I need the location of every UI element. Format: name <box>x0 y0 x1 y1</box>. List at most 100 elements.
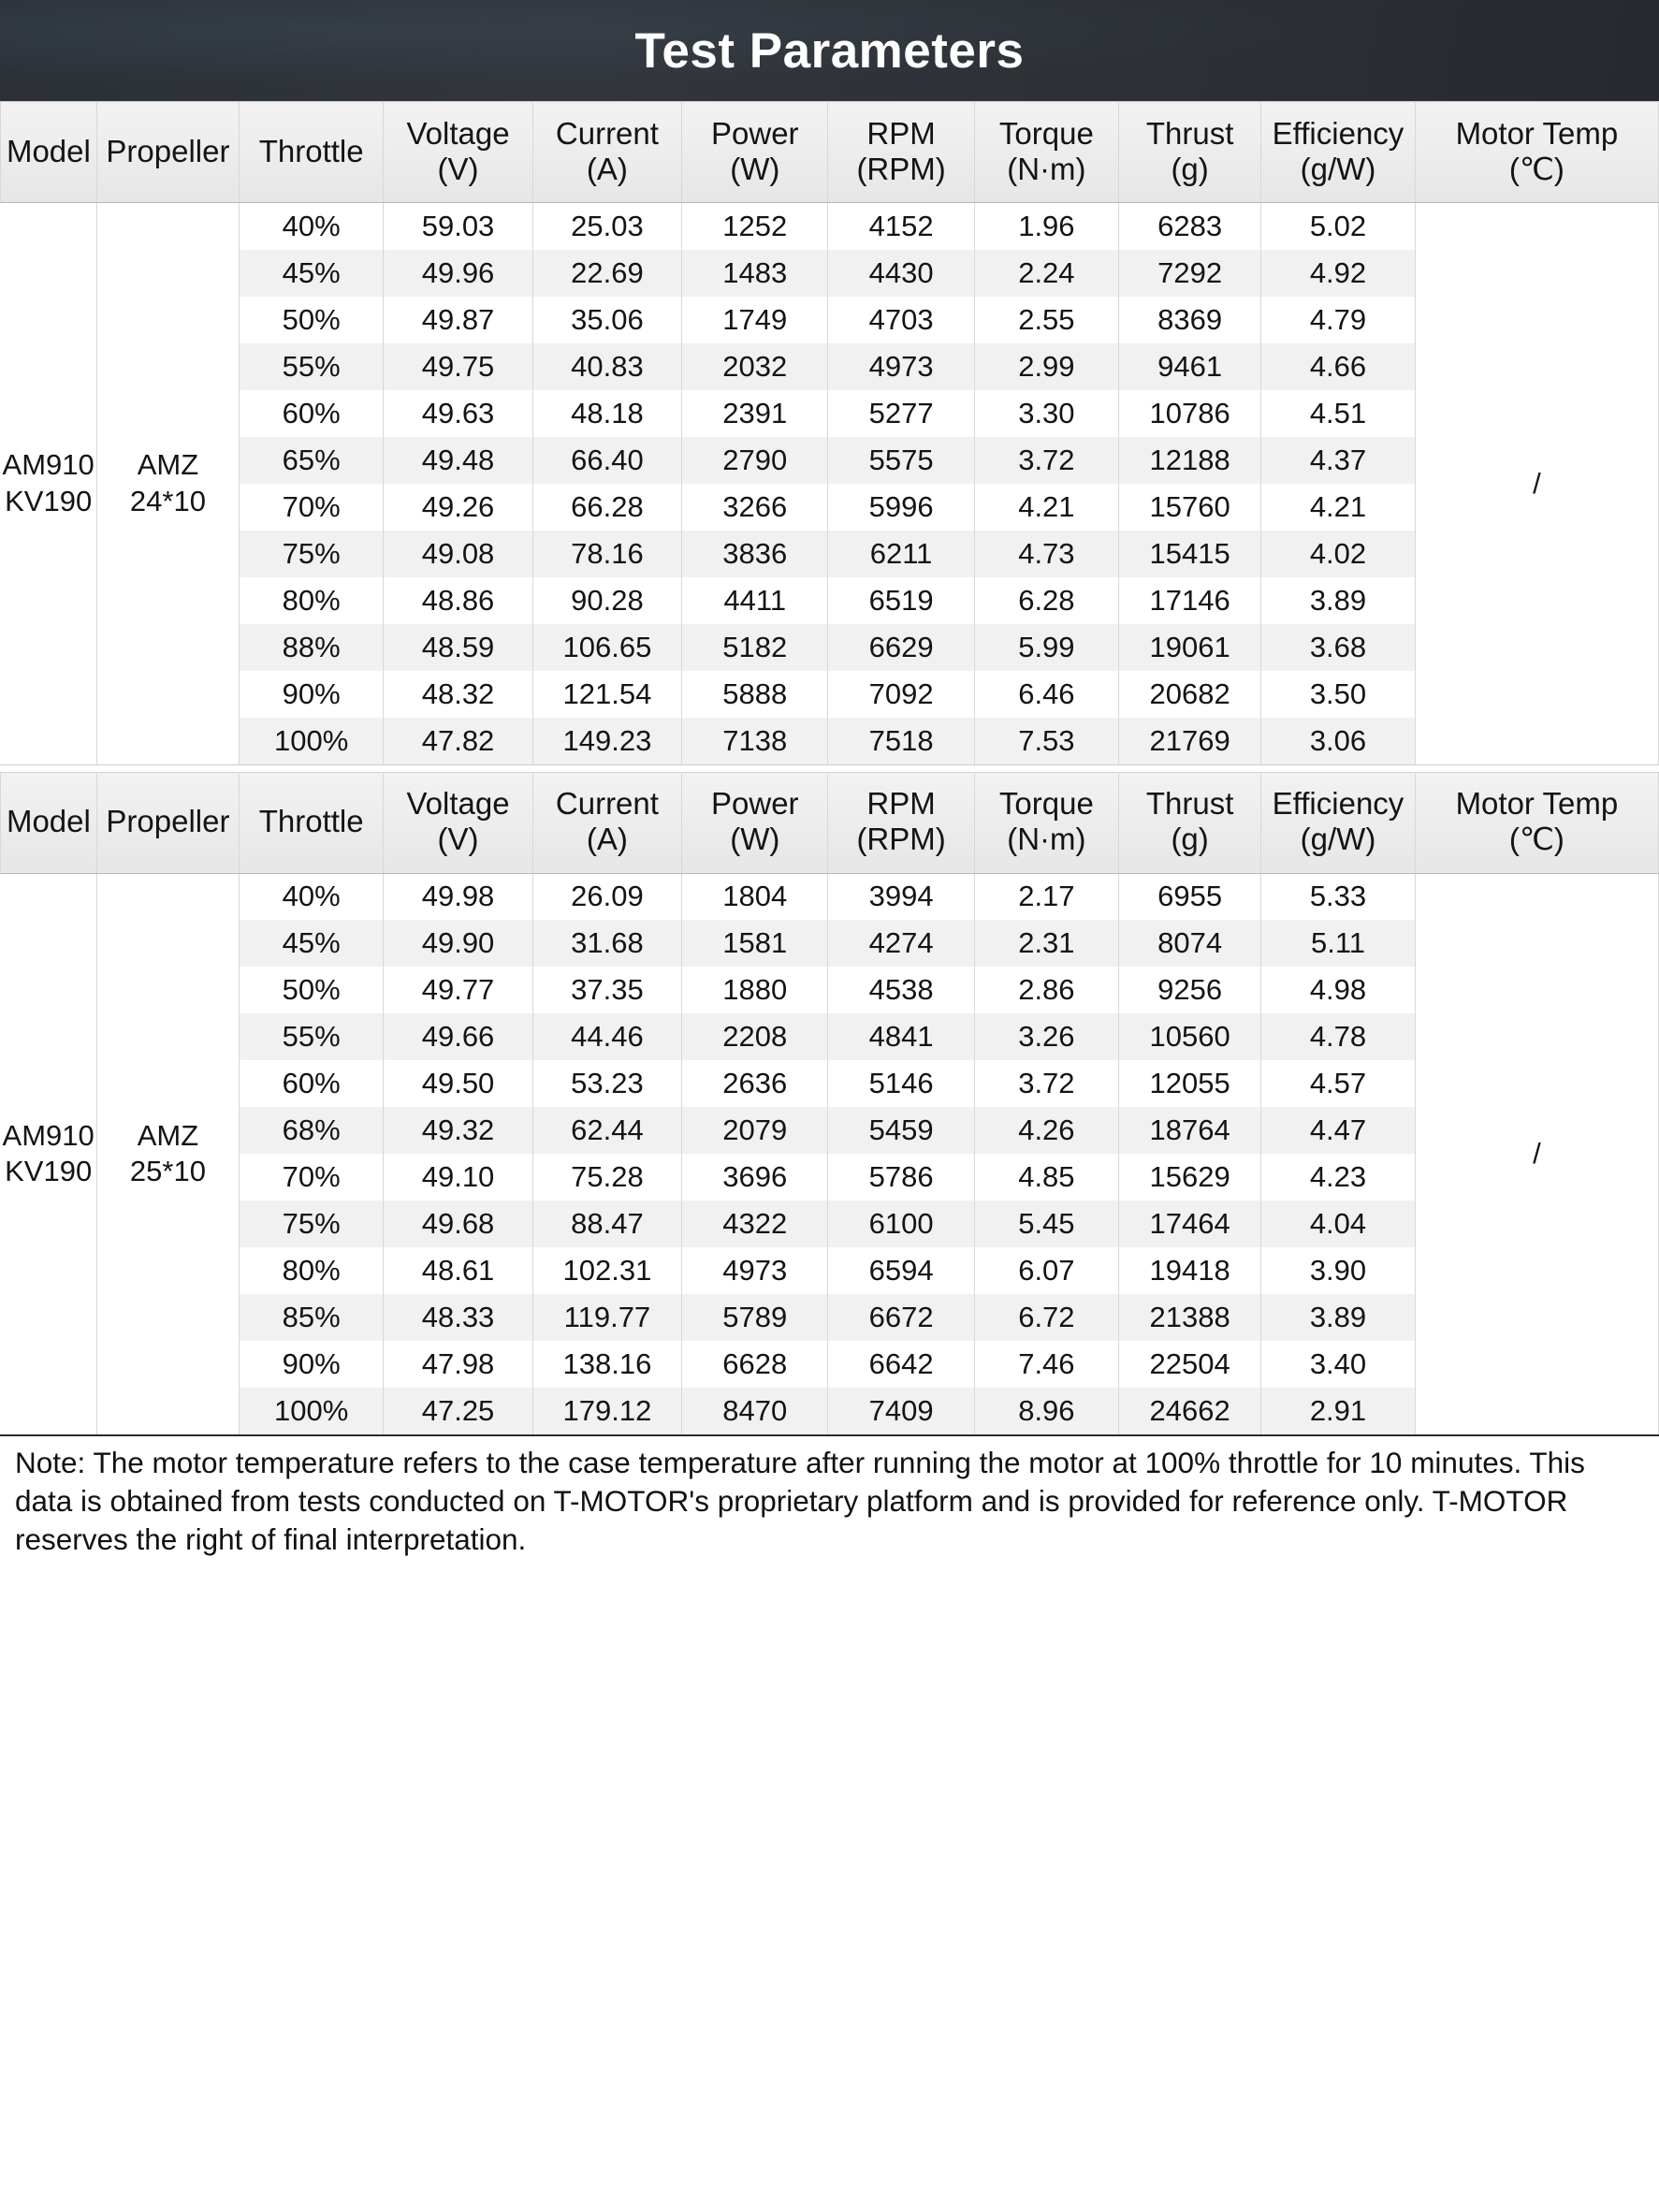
header-unit: (g) <box>1171 822 1209 856</box>
header-label: Propeller <box>106 133 230 168</box>
cell-torque: 5.45 <box>973 1201 1120 1247</box>
cell-efficiency: 2.91 <box>1260 1388 1416 1434</box>
column-header-voltage: Voltage (V) <box>383 101 533 203</box>
table-row: 45% 49.96 22.69 1483 4430 2.24 7292 4.92 <box>1 249 1659 297</box>
column-header-propeller: Propeller <box>95 771 240 874</box>
header-label: Throttle <box>258 804 364 839</box>
table-row: 90% 48.32 121.54 5888 7092 6.46 20682 3.50 <box>1 670 1659 718</box>
table-row: 68% 49.32 62.44 2079 5459 4.26 18764 4.47 <box>1 1107 1659 1154</box>
cell-current: 88.47 <box>531 1201 683 1247</box>
header-unit: (RPM) <box>856 151 946 186</box>
cell-efficiency: 4.79 <box>1260 296 1416 343</box>
cell-power: 3696 <box>681 1154 829 1201</box>
header-label: Current <box>555 115 659 151</box>
cell-rpm: 5459 <box>827 1107 975 1154</box>
cell-voltage: 48.33 <box>383 1294 533 1341</box>
cell-voltage: 49.68 <box>383 1201 533 1247</box>
cell-efficiency: 4.02 <box>1260 530 1416 577</box>
param-table: Model Propeller Throttle Voltage (V) Cur… <box>0 101 1659 764</box>
table-body: AM910 KV190 AMZ 24*10 40% 59.03 25.03 1252 415… <box>0 202 1659 764</box>
column-header-voltage: Voltage (V) <box>383 771 533 874</box>
cell-rpm: 4538 <box>827 967 975 1013</box>
header-unit: (A) <box>586 151 628 186</box>
cell-throttle: 100% <box>239 717 385 764</box>
cell-rpm: 4430 <box>827 249 975 297</box>
header-unit: (N·m) <box>1007 822 1086 856</box>
table-row: 75% 49.08 78.16 3836 6211 4.73 15415 4.02 <box>1 530 1659 577</box>
cell-rpm: 6629 <box>827 623 975 671</box>
cell-throttle: 45% <box>239 249 385 297</box>
cell-rpm: 6100 <box>827 1201 975 1247</box>
cell-thrust: 15760 <box>1118 483 1262 531</box>
cell-rpm: 7092 <box>827 670 975 718</box>
cell-voltage: 49.63 <box>383 389 533 437</box>
cell-efficiency: 4.92 <box>1260 249 1416 297</box>
cell-voltage: 48.61 <box>383 1247 533 1294</box>
cell-voltage: 49.32 <box>383 1107 533 1154</box>
table-row: 55% 49.75 40.83 2032 4973 2.99 9461 4.66 <box>1 342 1659 390</box>
column-header-current: Current (A) <box>531 101 683 203</box>
cell-thrust: 6283 <box>1118 202 1262 250</box>
cell-efficiency: 4.23 <box>1260 1154 1416 1201</box>
cell-current: 66.28 <box>531 483 683 531</box>
cell-voltage: 49.90 <box>383 920 533 967</box>
cell-rpm: 5575 <box>827 436 975 484</box>
cell-throttle: 50% <box>239 296 385 343</box>
cell-throttle: 40% <box>239 202 385 250</box>
cell-power: 1749 <box>681 296 829 343</box>
cell-voltage: 49.87 <box>383 296 533 343</box>
note-text: Note: The motor temperature refers to th… <box>0 1434 1659 1559</box>
column-header-power: Power (W) <box>681 771 829 874</box>
cell-current: 62.44 <box>531 1107 683 1154</box>
header-unit: (V) <box>437 822 479 856</box>
cell-current: 25.03 <box>531 202 683 250</box>
table-row: AM910 KV190 AMZ 25*10 40% 49.98 26.09 1804 399… <box>0 873 1659 1434</box>
cell-current: 102.31 <box>531 1247 683 1294</box>
header-label: Torque <box>998 786 1094 822</box>
cell-voltage: 59.03 <box>383 202 533 250</box>
cell-voltage: 49.50 <box>383 1060 533 1107</box>
cell-throttle: 85% <box>239 1294 385 1341</box>
cell-thrust: 21769 <box>1118 717 1262 764</box>
header-unit: (V) <box>437 151 479 186</box>
cell-thrust: 15629 <box>1118 1154 1262 1201</box>
cell-throttle: 80% <box>239 1247 385 1294</box>
param-table: Model Propeller Throttle Voltage (V) Cur… <box>0 771 1659 1434</box>
cell-power: 3836 <box>681 530 829 577</box>
cell-voltage: 49.08 <box>383 530 533 577</box>
cell-voltage: 47.25 <box>383 1388 533 1434</box>
header-unit: (W) <box>730 822 780 856</box>
cell-model: AM910 KV190 <box>0 873 97 1434</box>
cell-thrust: 17464 <box>1118 1201 1262 1247</box>
cell-torque: 3.72 <box>973 436 1120 484</box>
header-label: Power <box>711 786 799 822</box>
table-row: 60% 49.63 48.18 2391 5277 3.30 10786 4.51 <box>1 389 1659 437</box>
cell-voltage: 48.59 <box>383 623 533 671</box>
column-header-propeller: Propeller <box>95 101 240 203</box>
column-header-motor-temp: Motor Temp (℃) <box>1414 771 1659 874</box>
cell-thrust: 8074 <box>1118 920 1262 967</box>
cell-voltage: 48.86 <box>383 576 533 624</box>
column-header-thrust: Thrust (g) <box>1118 101 1262 203</box>
column-header-rpm: RPM (RPM) <box>827 771 975 874</box>
header-label: Model <box>6 804 91 839</box>
cell-power: 3266 <box>681 483 829 531</box>
cell-propeller: AMZ 24*10 <box>95 202 240 764</box>
cell-efficiency: 4.47 <box>1260 1107 1416 1154</box>
column-header-efficiency: Efficiency (g/W) <box>1260 771 1416 874</box>
cell-current: 90.28 <box>531 576 683 624</box>
cell-throttle: 88% <box>239 623 385 671</box>
cell-motor-temp: / <box>1414 873 1659 1434</box>
column-header-efficiency: Efficiency (g/W) <box>1260 101 1416 203</box>
cell-thrust: 7292 <box>1118 249 1262 297</box>
header-unit: (N·m) <box>1007 151 1086 186</box>
cell-propeller: AMZ 25*10 <box>95 873 240 1434</box>
cell-throttle: 60% <box>239 1060 385 1107</box>
cell-torque: 2.99 <box>973 342 1120 390</box>
cell-rpm: 6211 <box>827 530 975 577</box>
cell-torque: 8.96 <box>973 1388 1120 1434</box>
cell-efficiency: 4.37 <box>1260 436 1416 484</box>
cell-thrust: 22504 <box>1118 1341 1262 1388</box>
header-label: Voltage <box>406 115 510 151</box>
cell-voltage: 49.66 <box>383 1013 533 1060</box>
